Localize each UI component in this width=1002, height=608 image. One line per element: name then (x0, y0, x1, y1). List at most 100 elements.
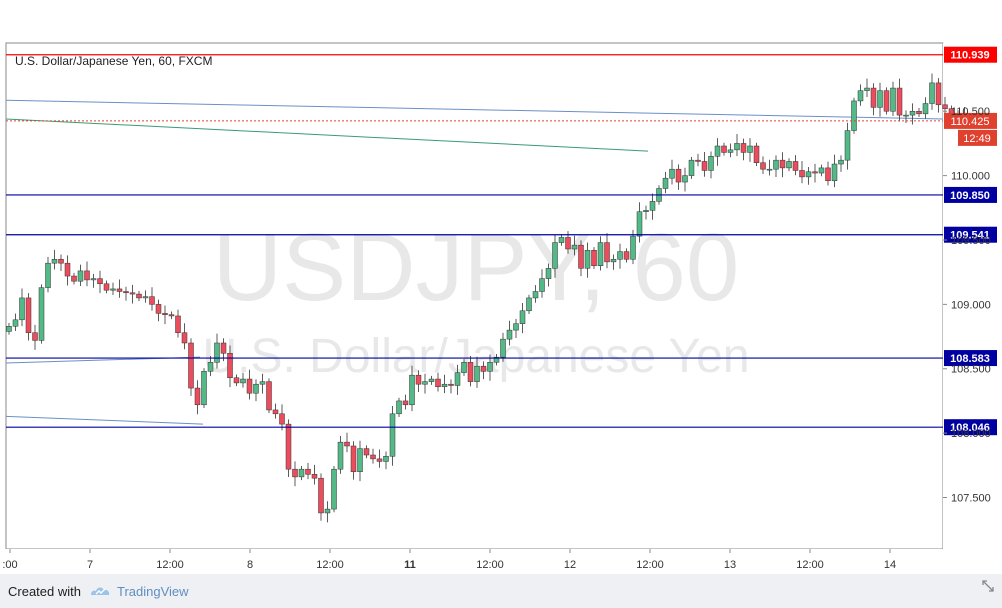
candle (688, 156, 695, 179)
candle (740, 138, 747, 161)
candle (500, 332, 506, 362)
candle-body (532, 291, 539, 299)
price-chart[interactable]: USDJPY, 60 U.S. Dollar/Japanese Yen 110.… (0, 0, 1002, 574)
candle-body (916, 110, 922, 115)
candle-body (194, 387, 201, 406)
candle (571, 235, 578, 256)
candle (649, 193, 656, 220)
candle (643, 205, 649, 220)
candle-body (389, 413, 396, 457)
expand-icon[interactable] (980, 578, 996, 594)
x-tick-label: 12:00 (316, 559, 344, 571)
candle-body (32, 332, 38, 341)
candle (103, 280, 110, 294)
candle (136, 290, 142, 302)
candle-body (305, 468, 311, 475)
candle (857, 84, 864, 106)
candle (240, 372, 246, 388)
candle-body (812, 171, 818, 174)
candle-body (597, 242, 604, 266)
candle (246, 369, 253, 400)
y-tick-label: 109.500 (951, 235, 991, 247)
candle-body (207, 362, 214, 372)
candle (584, 242, 591, 278)
time-axis-labels: :00 7 12:00 8 12:00 11 12:00 12 12:00 13 12:00 14 (2, 549, 896, 571)
candle-body (324, 508, 331, 514)
candle (513, 318, 519, 338)
candle-body (857, 90, 864, 102)
plot-frame (5, 42, 944, 550)
candle (766, 159, 773, 176)
x-tick-label: 12:00 (636, 559, 664, 571)
candle (779, 152, 786, 178)
candle-body (734, 143, 740, 151)
candle-body (90, 278, 97, 281)
candle-body (227, 353, 233, 379)
candle-body (714, 145, 721, 157)
x-tick-label: 7 (87, 559, 93, 571)
candle (636, 202, 643, 243)
candle-body (584, 250, 591, 269)
candle-body (565, 237, 571, 250)
trend-lines[interactable] (5, 99, 944, 425)
candle (935, 78, 942, 113)
horizontal-levels[interactable]: 110.939 109.850 109.541 108.583 108.046 110.4… (6, 46, 997, 436)
candle-body (337, 441, 344, 470)
time-axis[interactable] (0, 549, 1002, 574)
candle (545, 263, 552, 287)
candle (64, 255, 71, 286)
candle (441, 374, 448, 394)
candle (266, 378, 272, 414)
candle-body (708, 156, 714, 171)
candle-body (142, 296, 149, 299)
candle (409, 365, 415, 412)
candle-body (71, 275, 77, 282)
candle-body (220, 342, 227, 354)
candle-body (604, 242, 610, 263)
candle-body (162, 313, 168, 315)
candle-body (721, 145, 727, 153)
candle-body (246, 378, 253, 394)
candle (149, 287, 155, 311)
candle (396, 397, 402, 418)
candle (734, 134, 740, 157)
candle (753, 142, 760, 166)
candle (253, 379, 259, 402)
candle-body (25, 297, 32, 333)
candle (454, 364, 461, 395)
candle (578, 240, 584, 277)
candle-body (903, 114, 909, 117)
symbol-watermark: USDJPY, 60 U.S. Dollar/Japanese Yen (202, 214, 749, 383)
candle (506, 320, 513, 346)
candle (727, 143, 734, 158)
candle-body (805, 171, 812, 178)
candle-body (422, 381, 428, 385)
candle (487, 354, 493, 381)
candle-body (181, 332, 188, 344)
candle (838, 155, 844, 172)
candle (129, 284, 136, 304)
candle-body (870, 87, 877, 108)
candle-body (253, 383, 259, 394)
candle (760, 156, 766, 174)
candle (909, 103, 916, 125)
candle-body (318, 477, 324, 514)
x-tick-label: :00 (2, 559, 17, 571)
candle-body (753, 145, 760, 163)
candle-body (409, 374, 415, 406)
candle (532, 285, 539, 303)
tradingview-logo-icon[interactable] (89, 584, 111, 598)
candle-body (64, 262, 71, 277)
candle (539, 269, 545, 298)
candle (851, 97, 857, 134)
candle-body (188, 342, 194, 389)
candle (363, 445, 370, 459)
tradingview-brand-link[interactable]: TradingView (116, 583, 189, 599)
candle (467, 355, 474, 387)
candle-body (58, 259, 64, 264)
candle (77, 264, 84, 286)
last-price-badge (944, 112, 997, 129)
candle (883, 87, 890, 115)
candle (630, 229, 636, 265)
candle (12, 313, 19, 332)
